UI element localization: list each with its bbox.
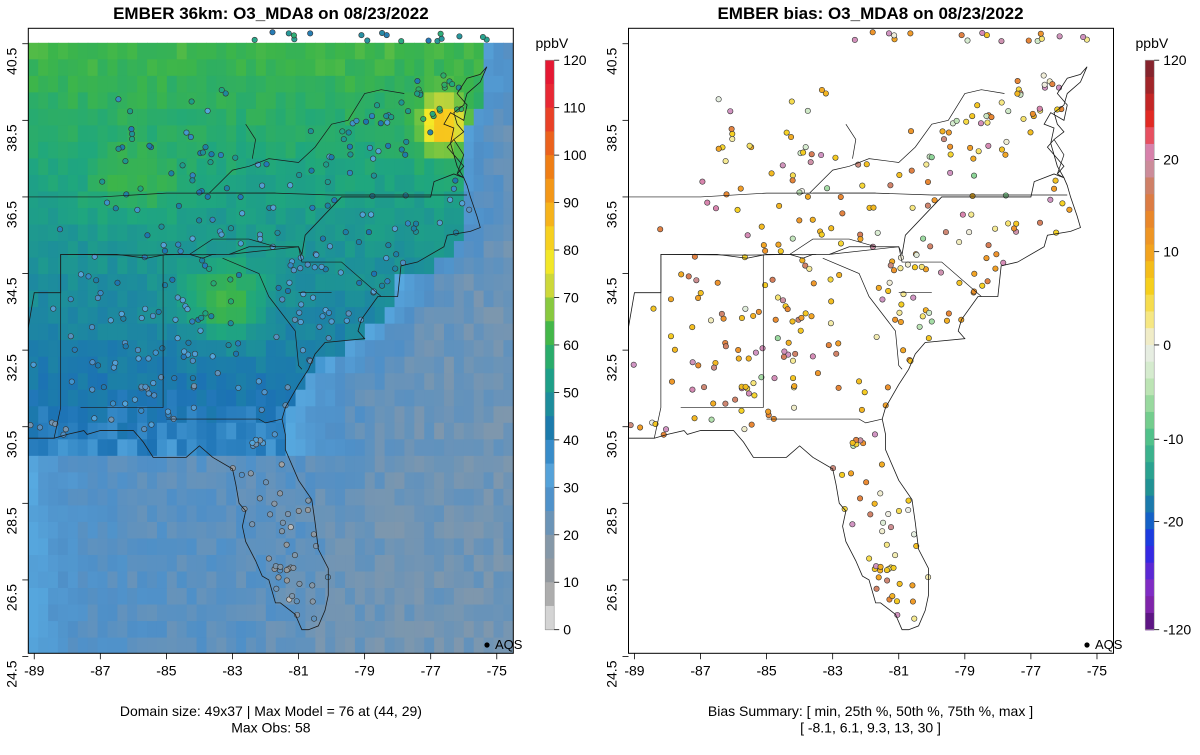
svg-text:40.5: 40.5	[604, 48, 620, 75]
svg-text:-89: -89	[24, 662, 44, 678]
svg-text:-89: -89	[624, 662, 644, 678]
svg-text:-77: -77	[1021, 662, 1041, 678]
svg-text:36.5: 36.5	[604, 201, 620, 228]
svg-text:30.5: 30.5	[604, 431, 620, 458]
svg-text:34.5: 34.5	[604, 277, 620, 304]
svg-text:24.5: 24.5	[3, 660, 19, 687]
svg-text:28.5: 28.5	[604, 507, 620, 534]
svg-text:-75: -75	[1087, 662, 1107, 678]
svg-text:32.5: 32.5	[604, 354, 620, 381]
svg-text:-87: -87	[90, 662, 110, 678]
svg-text:AQS: AQS	[1095, 637, 1123, 652]
svg-text:24.5: 24.5	[604, 660, 620, 687]
svg-text:34.5: 34.5	[3, 277, 19, 304]
svg-text:110: 110	[563, 100, 586, 116]
svg-text:20: 20	[1163, 151, 1179, 167]
svg-text:-83: -83	[823, 662, 843, 678]
svg-text:26.5: 26.5	[604, 584, 620, 611]
svg-text:40.5: 40.5	[3, 48, 19, 75]
svg-text:-83: -83	[222, 662, 242, 678]
svg-text:Bias Summary: [ min, 25th %, 5: Bias Summary: [ min, 25th %, 50th %, 75t…	[708, 703, 1033, 719]
svg-text:120: 120	[563, 52, 587, 68]
svg-text:70: 70	[563, 289, 579, 305]
svg-text:-81: -81	[889, 662, 909, 678]
svg-text:38.5: 38.5	[604, 124, 620, 151]
svg-text:100: 100	[563, 147, 587, 163]
svg-text:AQS: AQS	[495, 637, 523, 652]
svg-text:40: 40	[563, 432, 579, 448]
svg-text:10: 10	[563, 574, 579, 590]
svg-text:0: 0	[563, 622, 571, 638]
svg-text:-85: -85	[756, 662, 776, 678]
svg-text:32.5: 32.5	[3, 354, 19, 381]
svg-text:-87: -87	[690, 662, 710, 678]
svg-text:80: 80	[563, 242, 579, 258]
svg-text:28.5: 28.5	[3, 507, 19, 534]
svg-text:ppbV: ppbV	[1136, 35, 1169, 51]
svg-text:-20: -20	[1163, 514, 1183, 530]
svg-text:-10: -10	[1163, 431, 1183, 447]
svg-text:60: 60	[563, 337, 579, 353]
svg-text:20: 20	[563, 527, 579, 543]
svg-text:0: 0	[1163, 337, 1171, 353]
svg-text:-75: -75	[487, 662, 507, 678]
svg-text:36.5: 36.5	[3, 201, 19, 228]
svg-text:30.5: 30.5	[3, 431, 19, 458]
svg-text:-79: -79	[955, 662, 975, 678]
svg-text:-120: -120	[1163, 622, 1191, 638]
svg-text:[ -8.1, 6.1, 9.3, 13, 30 ]: [ -8.1, 6.1, 9.3, 13, 30 ]	[800, 720, 941, 736]
svg-text:Domain size: 49x37 | Max Model: Domain size: 49x37 | Max Model = 76 at (…	[120, 703, 422, 719]
svg-text:26.5: 26.5	[3, 584, 19, 611]
svg-text:-81: -81	[288, 662, 308, 678]
svg-text:Max Obs: 58: Max Obs: 58	[231, 720, 311, 736]
svg-text:ppbV: ppbV	[536, 35, 569, 51]
svg-text:-79: -79	[355, 662, 375, 678]
svg-text:-85: -85	[156, 662, 176, 678]
svg-text:-77: -77	[421, 662, 441, 678]
svg-text:30: 30	[563, 479, 579, 495]
svg-text:90: 90	[563, 195, 579, 211]
svg-text:38.5: 38.5	[3, 124, 19, 151]
svg-text:120: 120	[1163, 52, 1187, 68]
svg-text:EMBER bias: O3_MDA8 on 08/23/2: EMBER bias: O3_MDA8 on 08/23/2022	[717, 4, 1023, 23]
svg-text:50: 50	[563, 384, 579, 400]
svg-text:EMBER 36km: O3_MDA8 on 08/23/2: EMBER 36km: O3_MDA8 on 08/23/2022	[113, 4, 429, 23]
svg-text:10: 10	[1163, 244, 1179, 260]
